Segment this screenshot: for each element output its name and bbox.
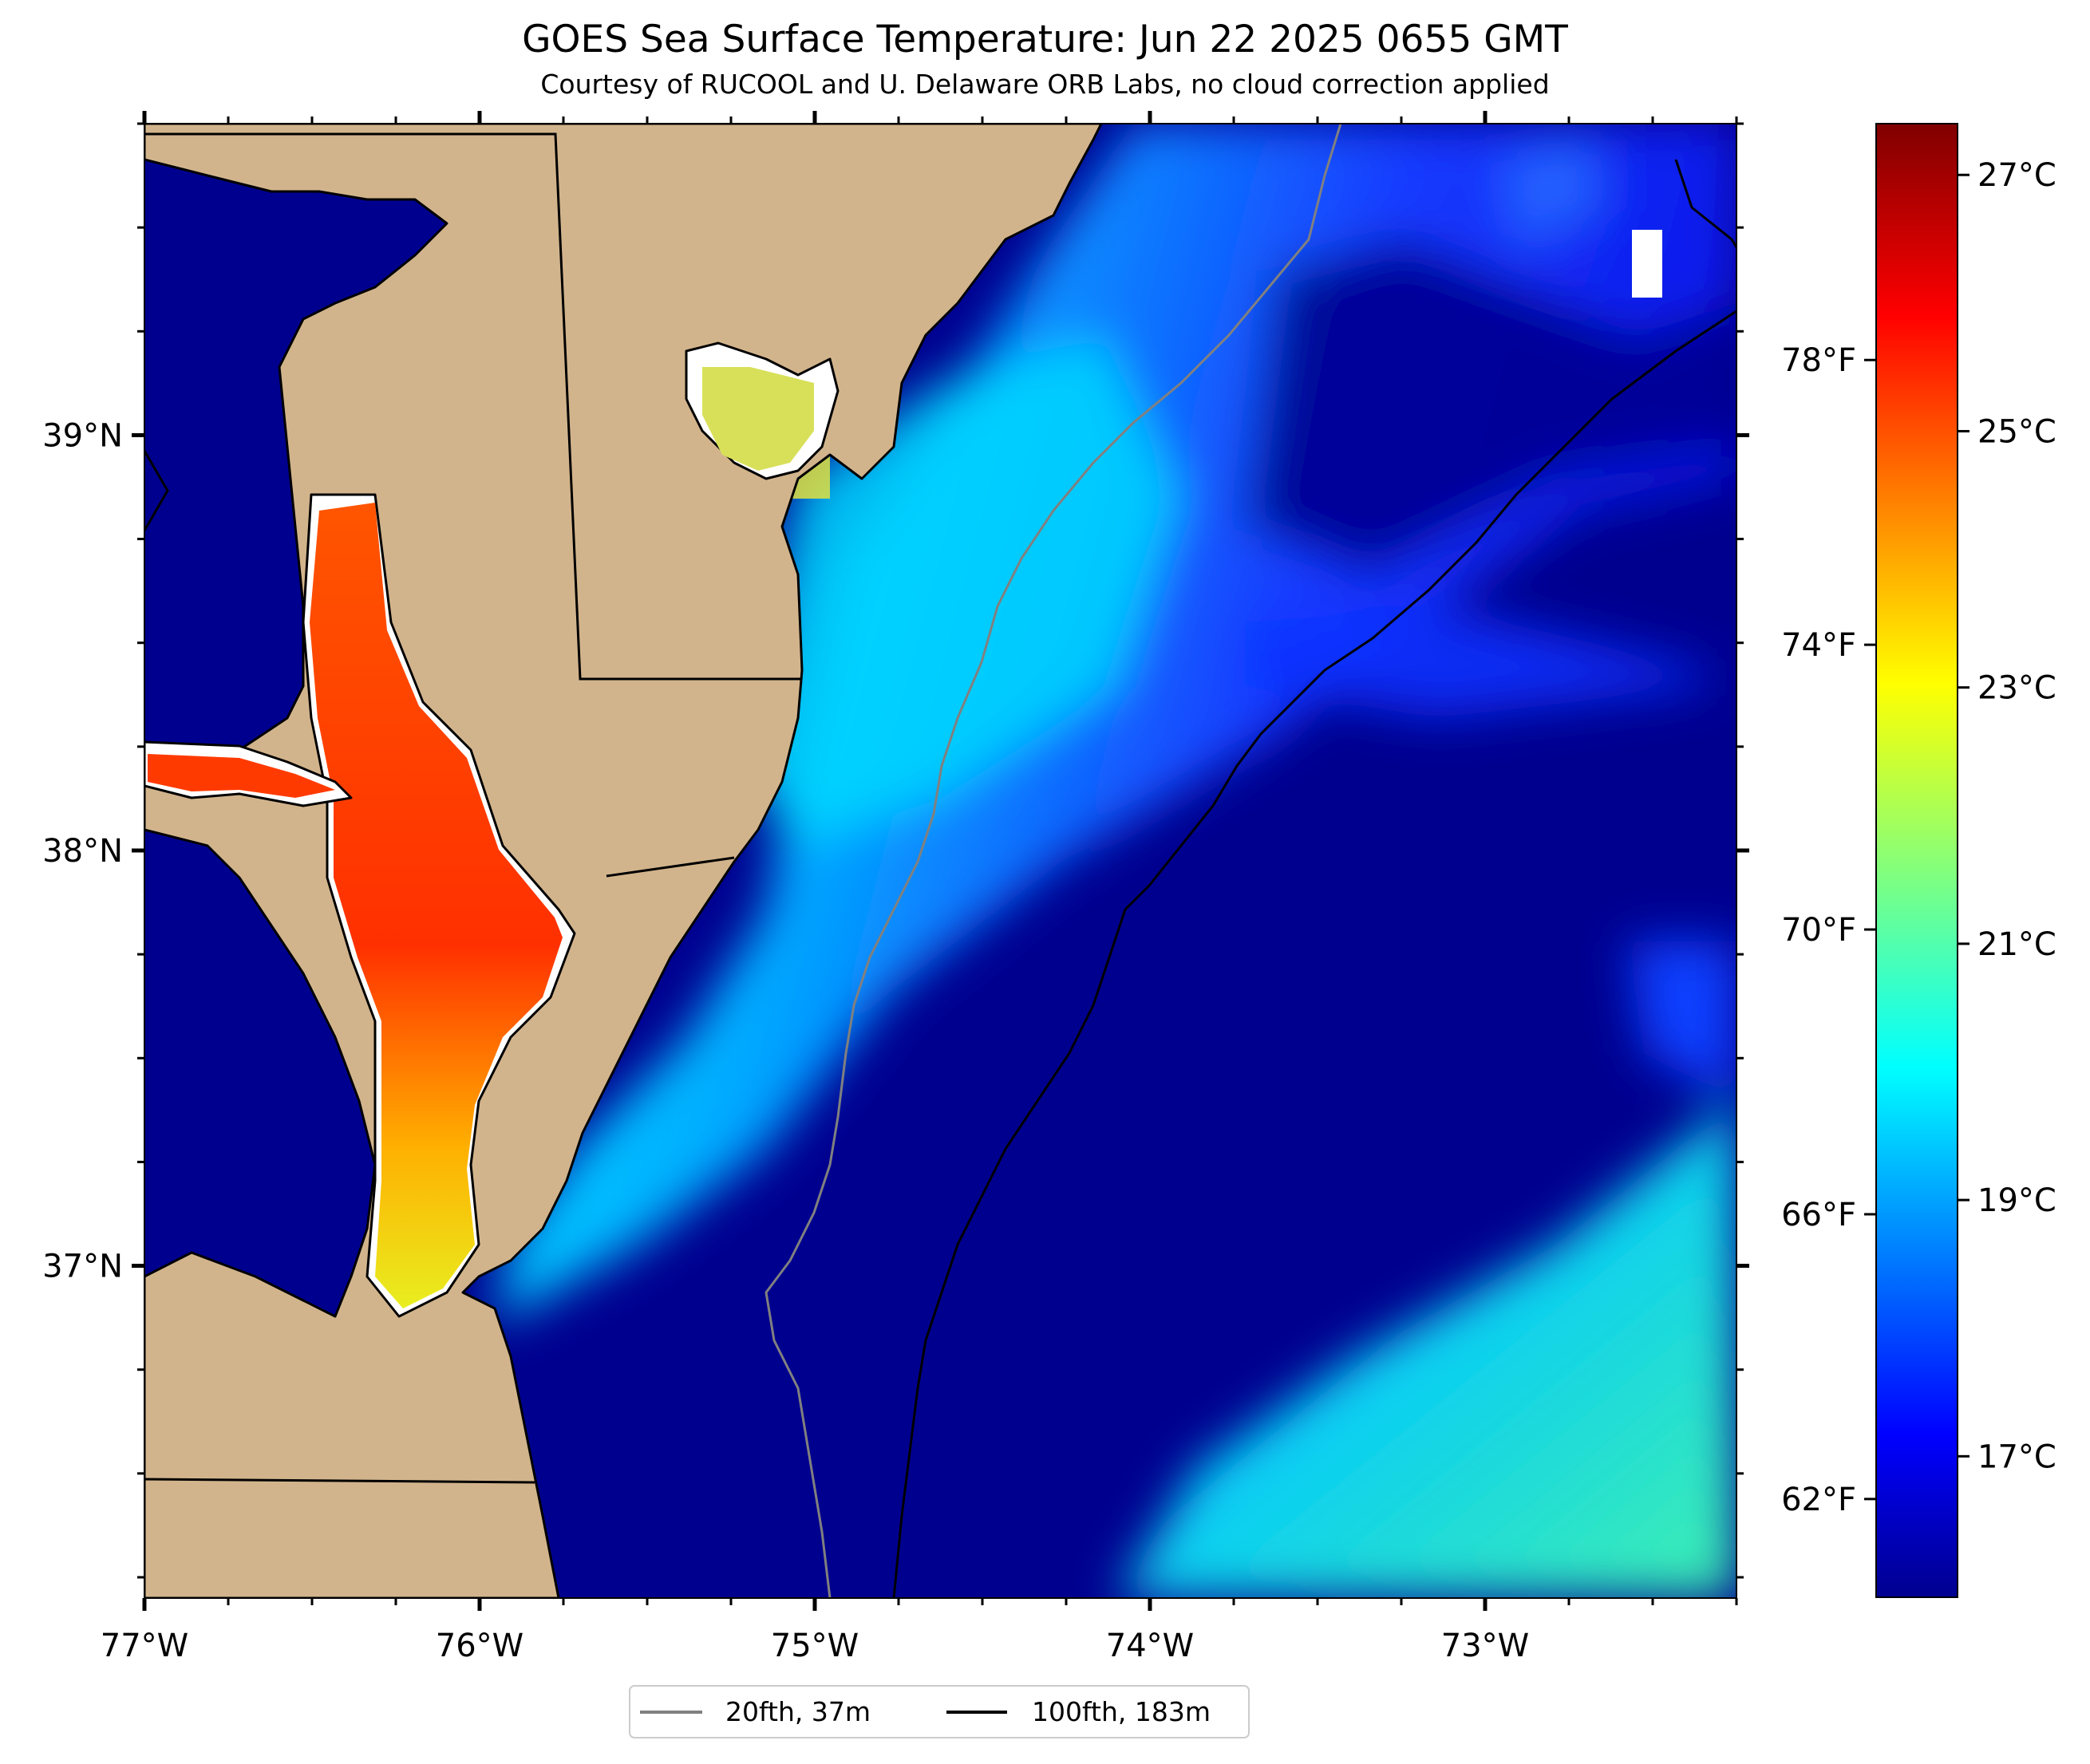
colorbar-celsius-label: 25°C [1977,413,2056,450]
isobath-100fth [892,159,1736,1598]
colorbar-celsius-label: 21°C [1977,926,2056,963]
colorbar-celsius-label: 23°C [1977,670,2056,707]
isobath-20fth [764,124,1342,1598]
colorbar-fahrenheit-label: 70°F [1781,912,1856,949]
lat-tick-label: 39°N [42,417,123,454]
colorbar-fahrenheit-label: 78°F [1781,342,1856,379]
isobath-100fth-north [1674,159,1736,248]
southeast-blue-edge [1628,941,1736,1101]
colorbar-fahrenheit-ticks: 62°F 66°F 70°F 74°F 78°F [1781,342,1876,1518]
map-panel [144,124,1736,1598]
offshore-cold-pool [1245,239,1736,574]
cloud-mask-patch [1632,230,1662,298]
lon-tick-label: 73°W [1441,1628,1529,1664]
border-md-de [144,132,802,681]
map-frame [144,123,1737,1599]
lat-tick-label: 37°N [42,1249,123,1285]
potomac-river-sst [148,754,335,798]
lon-tick-label: 76°W [436,1628,523,1664]
land [144,124,1103,1598]
delaware-bay-sst [702,367,814,471]
map-subtitle: Courtesy of RUCOOL and U. Delaware ORB L… [540,69,1550,100]
lon-tick-label: 74°W [1106,1628,1194,1664]
isobath-20fth-line [764,124,1342,1598]
legend-label-100fth: 100fth, 183m [1032,1696,1211,1727]
colorbar-celsius-ticks: 17°C 19°C 21°C 23°C 25°C 27°C [1958,157,2056,1475]
state-borders [144,132,802,1484]
offshore-blue-band [1245,606,1708,718]
colorbar-fahrenheit-label: 74°F [1781,627,1856,664]
colorbar-fahrenheit-label: 66°F [1781,1197,1856,1233]
lat-tick-label: 38°N [42,833,123,870]
lon-tick-label: 77°W [101,1628,188,1664]
colorbar-celsius-label: 19°C [1977,1182,2056,1219]
border-md-va-eastern-shore [606,856,735,878]
border-va-wv [144,450,169,531]
longitude-ticks: 77°W 76°W 75°W 74°W 73°W [101,111,1738,1664]
offshore-filament [1500,136,1604,247]
southeast-warm-water [1117,1101,1736,1598]
legend-box [629,1685,1250,1738]
latitude-ticks: 39°N 38°N 37°N [42,122,1749,1579]
border-va-nc [144,1478,535,1484]
colorbar-bar [1875,123,1958,1598]
legend-label-20fth: 20fth, 37m [725,1696,871,1727]
colorbar: 17°C 19°C 21°C 23°C 25°C 27°C 62°F 66°F 70°F 74°… [1781,123,2056,1598]
colorbar-celsius-label: 17°C [1977,1438,2056,1475]
sst-field [495,124,1736,1598]
legend: 20fth, 37m 100fth, 183m [629,1685,1250,1738]
colorbar-fahrenheit-label: 62°F [1781,1482,1856,1518]
map-title: GOES Sea Surface Temperature: Jun 22 202… [522,18,1568,61]
colorbar-celsius-label: 27°C [1977,157,2056,194]
isobath-100fth-line [892,310,1736,1598]
chesapeake-bay-sst [310,503,563,1308]
lon-tick-label: 75°W [771,1628,859,1664]
